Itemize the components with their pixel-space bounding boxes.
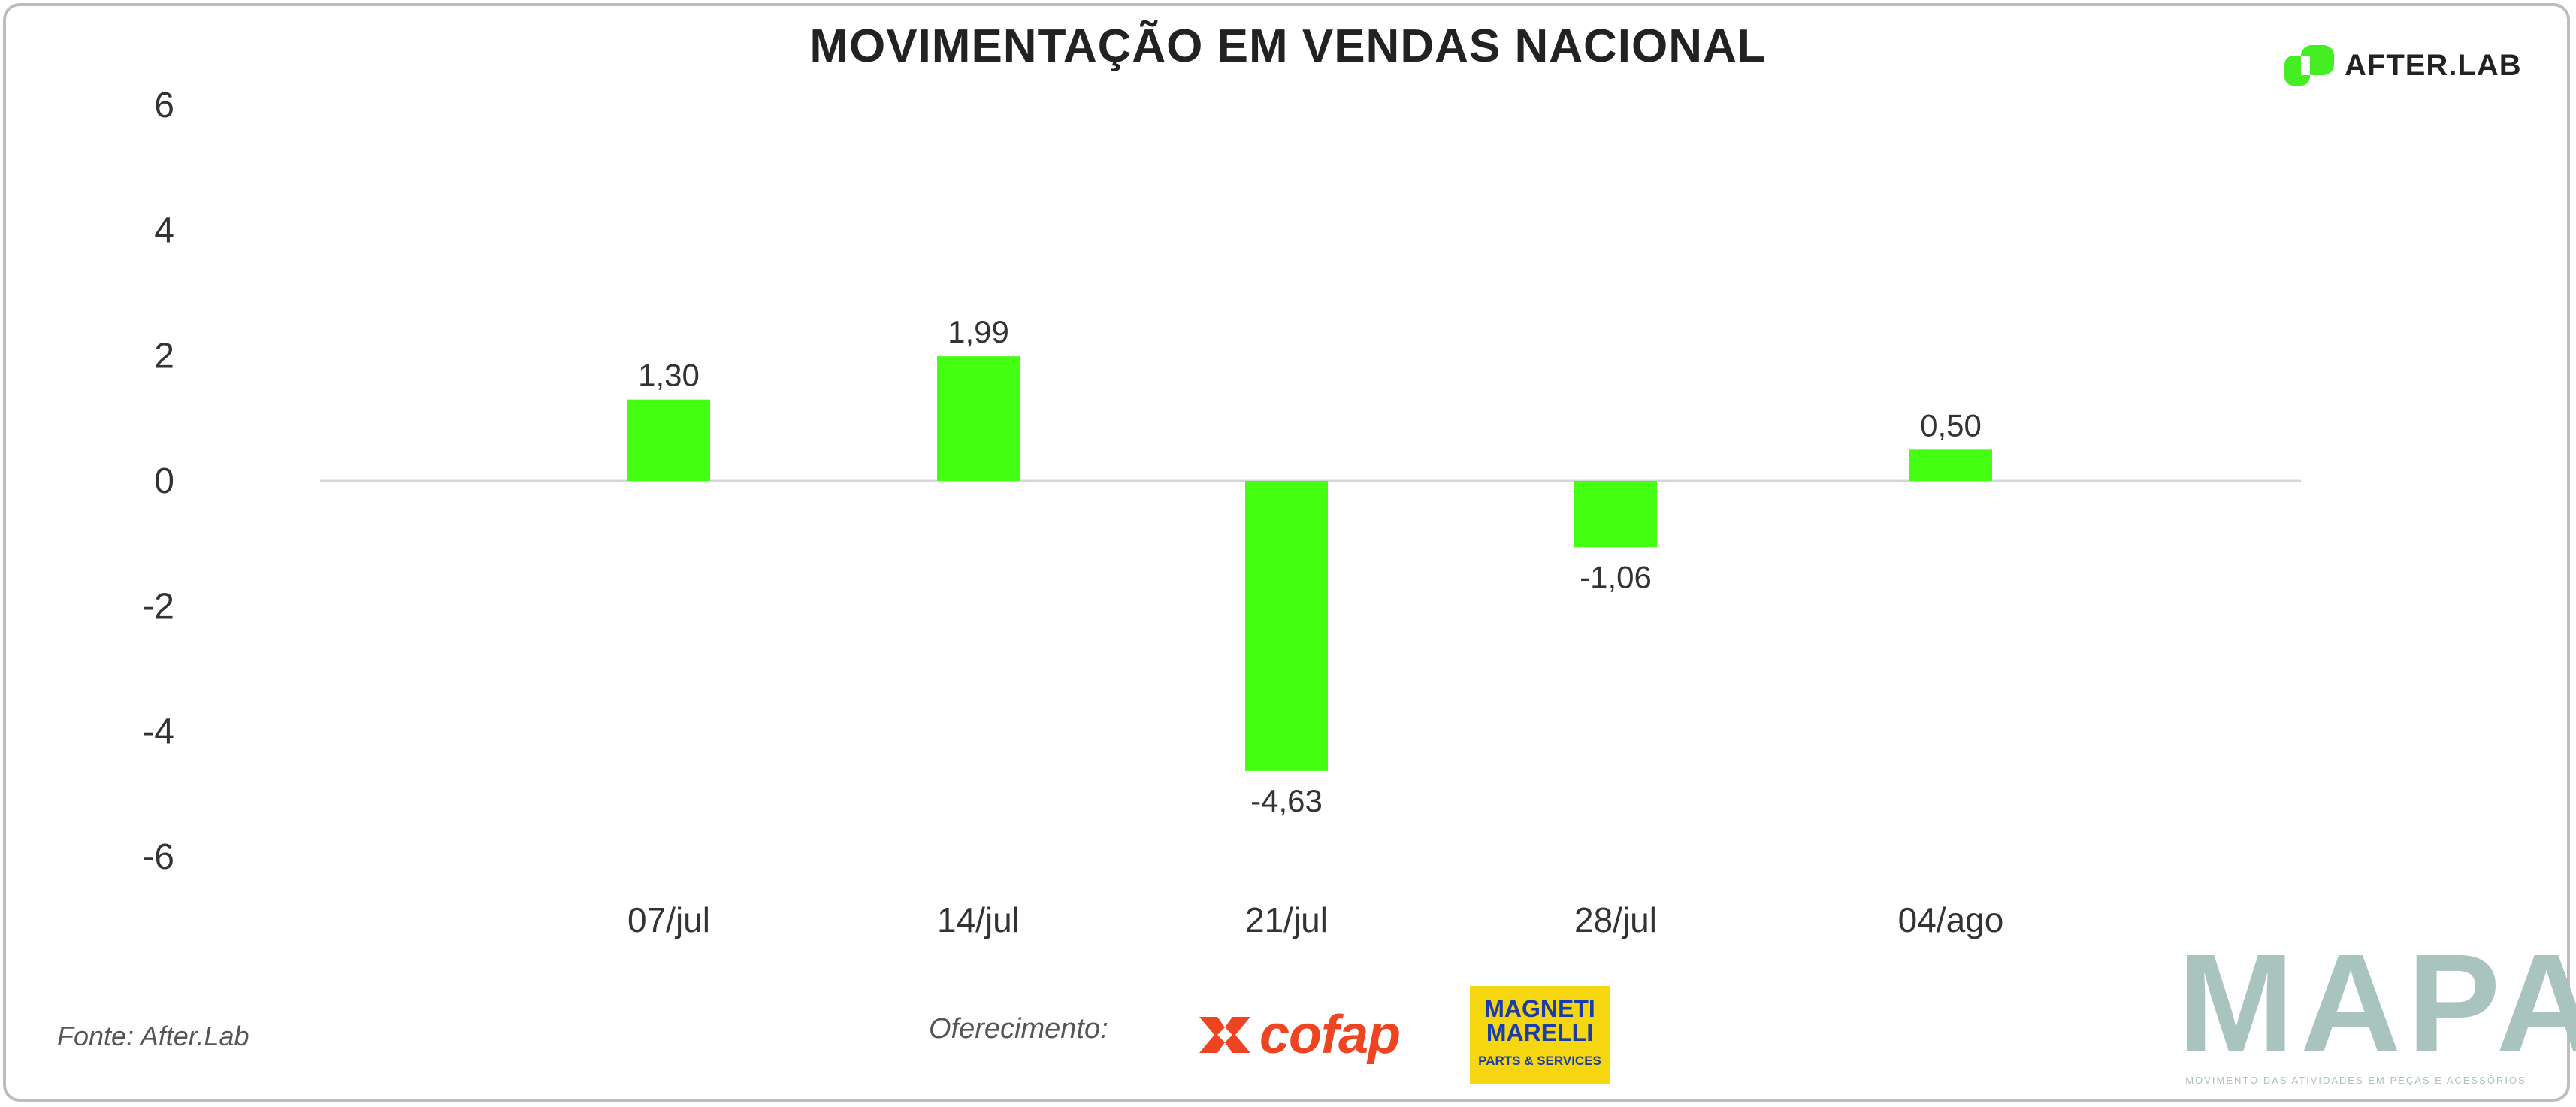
x-tick-label: 04/ago bbox=[1898, 900, 2004, 939]
magneti-marelli-logo: MAGNETI MARELLI PARTS & SERVICES bbox=[1470, 986, 1610, 1084]
data-label: 1,99 bbox=[948, 314, 1009, 349]
cofap-logo: cofap bbox=[1195, 1004, 1401, 1066]
y-tick-label: -6 bbox=[142, 837, 174, 877]
y-tick-label: 2 bbox=[154, 336, 174, 376]
x-tick-label: 21/jul bbox=[1245, 900, 1328, 939]
cofap-wordmark: cofap bbox=[1259, 1005, 1401, 1065]
y-tick-label: -4 bbox=[142, 712, 174, 752]
cofap-x-icon bbox=[1199, 1017, 1250, 1053]
x-tick-label: 14/jul bbox=[937, 900, 1020, 939]
magneti-wordmark: MAGNETI bbox=[1484, 995, 1595, 1022]
y-tick-label: 4 bbox=[154, 211, 174, 251]
sponsor-label: Oferecimento: bbox=[929, 1013, 1108, 1045]
y-tick-label: 6 bbox=[154, 86, 174, 126]
y-tick-label: -2 bbox=[142, 587, 174, 627]
afterlab-logo-icon bbox=[2284, 45, 2334, 86]
bar bbox=[1245, 481, 1328, 771]
bar bbox=[627, 399, 710, 481]
chart-title: MOVIMENTAÇÃO EM VENDAS NACIONAL bbox=[809, 20, 1767, 72]
bar bbox=[1909, 449, 1992, 481]
data-label: 1,30 bbox=[638, 358, 700, 393]
y-tick-label: 0 bbox=[154, 461, 174, 501]
mapa-wordmark: MAPA bbox=[2178, 926, 2576, 1081]
afterlab-brand-name: AFTER.LAB bbox=[2345, 48, 2522, 82]
data-label: 0,50 bbox=[1920, 407, 1982, 443]
source-note: Fonte: After.Lab bbox=[57, 1021, 249, 1051]
afterlab-brand: AFTER.LAB bbox=[2284, 45, 2522, 86]
x-tick-label: 07/jul bbox=[627, 900, 710, 939]
data-label: -4,63 bbox=[1250, 783, 1323, 818]
x-tick-label: 28/jul bbox=[1574, 900, 1657, 939]
mapa-subtitle: MOVIMENTO DAS ATIVIDADES EM PEÇAS E ACES… bbox=[2185, 1075, 2526, 1086]
marelli-wordmark: MARELLI bbox=[1486, 1019, 1594, 1046]
data-label: -1,06 bbox=[1580, 559, 1652, 594]
magneti-subtitle: PARTS & SERVICES bbox=[1478, 1054, 1601, 1068]
bar bbox=[1574, 481, 1657, 548]
bar bbox=[937, 356, 1020, 481]
mapa-logo: MAPA MOVIMENTO DAS ATIVIDADES EM PEÇAS E… bbox=[2178, 926, 2576, 1087]
